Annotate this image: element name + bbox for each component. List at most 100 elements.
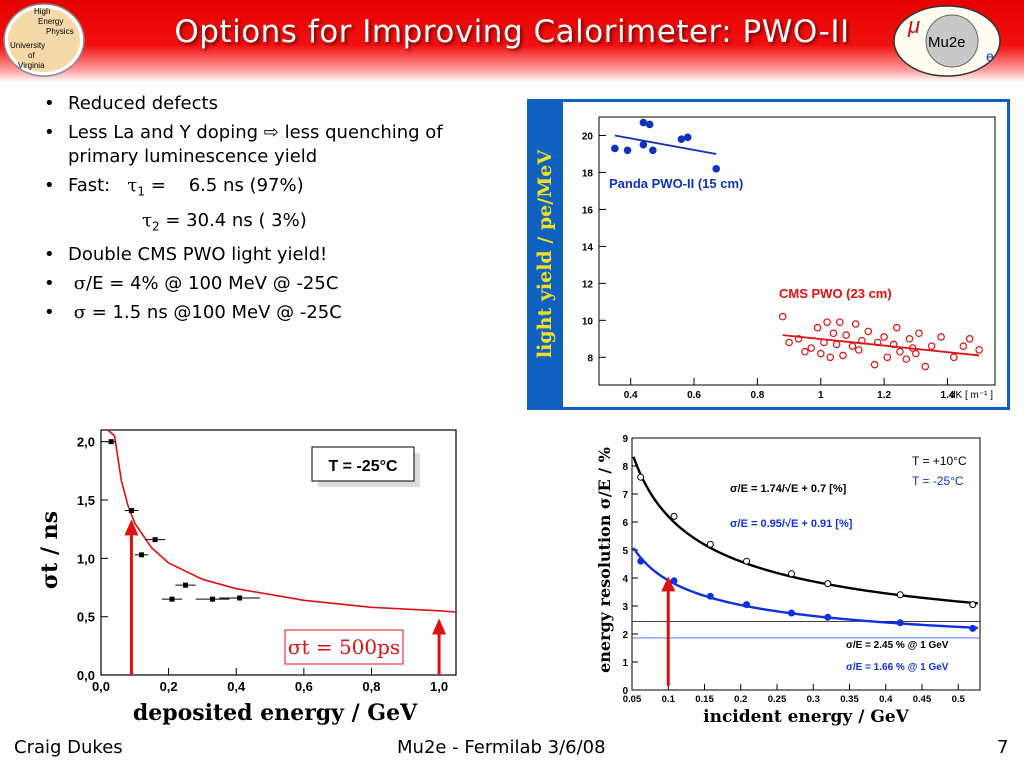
energy-xlabel: incident energy / GeV	[703, 707, 910, 727]
x-tick-label: 0.6	[687, 390, 701, 401]
cold-point	[824, 613, 832, 621]
panda-point	[649, 146, 657, 155]
y-tick-label: 5	[622, 546, 628, 557]
data-point	[237, 595, 243, 601]
y-tick-label: 1,0	[77, 551, 95, 566]
panda-point	[639, 118, 648, 127]
y-tick-label: 8	[622, 462, 628, 473]
cold-point	[637, 557, 645, 565]
energy-ylabel: energy resolution σ/E / %	[595, 447, 614, 673]
cms-point	[905, 334, 914, 343]
svg-text:μ: μ	[907, 13, 920, 38]
x-tick-label: 0.45	[913, 694, 932, 705]
cms-point	[813, 323, 822, 332]
cms-point	[937, 333, 945, 341]
y-tick-label: 10	[582, 316, 594, 327]
svg-text:σt = 500ps: σt = 500ps	[288, 635, 400, 659]
legend-cms: CMS PWO (23 cm)	[779, 286, 892, 301]
y-tick-label: 8	[587, 353, 593, 364]
light-yield-chart: light yield / pe/MeV 0.4 0.6 0.8 1 1.2 1.4 8 10…	[527, 99, 1010, 410]
x-tick-label: 1,0	[430, 679, 448, 694]
formula-warm: σ/E = 1.74/√E + 0.7 [%]	[730, 483, 847, 495]
data-point	[108, 439, 114, 445]
footer-page-number: 7	[997, 737, 1009, 758]
legend-cold: T = -25°C	[912, 474, 964, 488]
cold-point	[706, 592, 714, 600]
y-tick-label: 2,0	[77, 435, 95, 450]
y-tick-label: 9	[622, 434, 628, 445]
x-tick-label: 0,0	[92, 679, 110, 694]
slide-title: Options for Improving Calorimeter: PWO-I…	[174, 14, 850, 50]
y-tick-label: 18	[582, 168, 594, 179]
cms-point	[896, 347, 904, 356]
y-tick-label: 2	[622, 630, 628, 641]
warm-point	[743, 557, 751, 565]
cms-point	[892, 323, 901, 332]
warm-point	[896, 591, 904, 599]
cold-point	[896, 619, 904, 627]
svg-text:e: e	[986, 48, 994, 64]
cold-fit-curve	[632, 547, 978, 630]
y-tick-label: 7	[622, 490, 628, 501]
x-tick-label: 0.2	[734, 694, 747, 705]
cold-point	[743, 601, 751, 609]
cold-point	[670, 577, 678, 585]
cms-point	[854, 346, 863, 354]
warm-point	[824, 580, 832, 588]
y-tick-label: 3	[622, 602, 628, 613]
header-bar: High Energy Physics University of Virgin…	[0, 0, 1024, 82]
bullet-fast-tau1: • Fast: τ1 = 6.5 ns (97%)	[44, 175, 304, 199]
y-tick-label: 14	[582, 242, 594, 253]
bullet-sigma-e: • σ/E = 4% @ 100 MeV @ -25C	[44, 273, 339, 295]
light-yield-ylabel: light yield / pe/MeV	[534, 149, 556, 358]
y-tick-label: 0,5	[77, 610, 95, 625]
red-arrow-head	[124, 519, 139, 536]
cms-point	[794, 334, 803, 343]
refline-label-warm: σ/E = 2.45 % @ 1 GeV	[846, 640, 949, 651]
red-arrow-head	[432, 618, 447, 635]
legend-warm: T = +10°C	[912, 454, 967, 468]
cms-point	[880, 333, 888, 341]
cms-point	[801, 347, 809, 356]
x-tick-label: 0.15	[695, 694, 714, 705]
fit-curve	[107, 429, 457, 613]
panda-point	[683, 133, 692, 142]
x-tick-label: 0.1	[662, 694, 676, 705]
panda-point	[611, 144, 619, 153]
cms-point	[778, 312, 787, 321]
cms-point	[851, 320, 860, 328]
data-point	[169, 596, 175, 602]
panda-point	[623, 146, 632, 155]
cms-point	[870, 360, 879, 369]
cms-point	[842, 331, 850, 339]
cms-point	[839, 351, 847, 360]
x-tick-label: 1.2	[877, 390, 891, 401]
panda-point	[677, 135, 686, 143]
warm-point	[788, 570, 795, 578]
y-tick-label: 16	[582, 205, 594, 216]
cms-point	[915, 329, 923, 338]
cms-point	[911, 349, 920, 358]
y-tick-label: 4	[622, 574, 628, 585]
cms-point	[921, 362, 930, 371]
bullet-sigma-t: • σ = 1.5 ns @100 MeV @ -25C	[44, 302, 342, 324]
x-tick-label: 0.3	[807, 694, 820, 705]
y-tick-label: 1,5	[77, 493, 95, 508]
refline-label-cold: σ/E = 1.66 % @ 1 GeV	[846, 662, 949, 673]
warm-point	[706, 540, 714, 548]
cms-point	[959, 342, 968, 350]
x-tick-label: 0.4	[879, 694, 893, 705]
warm-point	[969, 601, 977, 609]
y-tick-label: 0,0	[77, 668, 95, 683]
x-tick-label: 0.35	[840, 694, 859, 705]
cms-point	[816, 349, 825, 358]
uva-hep-logo: High Energy Physics University of Virgin…	[3, 3, 85, 77]
cms-point	[826, 353, 835, 362]
x-tick-label: 0.8	[750, 390, 764, 401]
cms-point	[950, 353, 958, 362]
data-point	[128, 508, 134, 513]
x-tick-label: 0,2	[160, 679, 178, 694]
data-point	[210, 596, 216, 602]
cms-point	[823, 318, 831, 326]
x-tick-label: 0.5	[952, 694, 966, 705]
